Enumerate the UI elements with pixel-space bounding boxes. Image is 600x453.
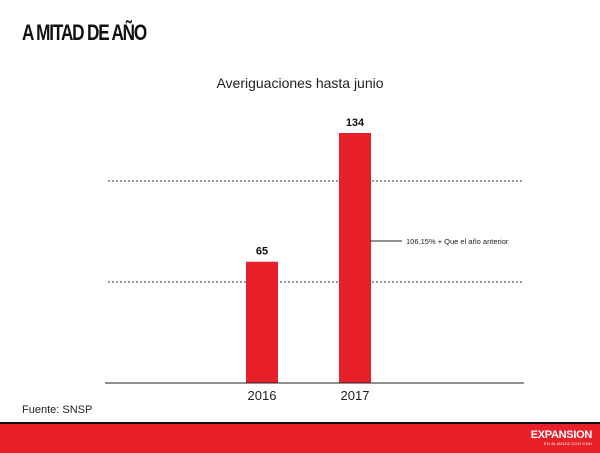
footer-bar [0,424,600,453]
logo-sub-text: EN ALIANZA CON CNN [543,441,592,446]
bar-2017 [339,133,371,383]
bar-value-label-2016: 65 [256,246,268,258]
source-note: Fuente: SNSP [22,404,93,416]
bars-group: 65 134 [246,117,371,383]
x-tick-labels: 2016 2017 [248,388,370,403]
annotation-text: 106.15% + Que el año anterior [406,237,509,246]
chart-title: Averiguaciones hasta junio [216,75,384,91]
x-tick-label-2017: 2017 [341,388,370,403]
expansion-logo: EXPANSION EN ALIANZA CON CNN [530,429,593,446]
bar-value-label-2017: 134 [346,117,365,129]
headline: A MITAD DE AÑO [22,20,147,45]
bar-chart: 65 134 2016 2017 106.15% + Que el año ante… [105,117,524,403]
logo-main-text: EXPANSION [530,429,593,441]
x-tick-label-2016: 2016 [248,388,277,403]
bar-2016 [246,261,278,383]
footer-divider [0,422,600,424]
